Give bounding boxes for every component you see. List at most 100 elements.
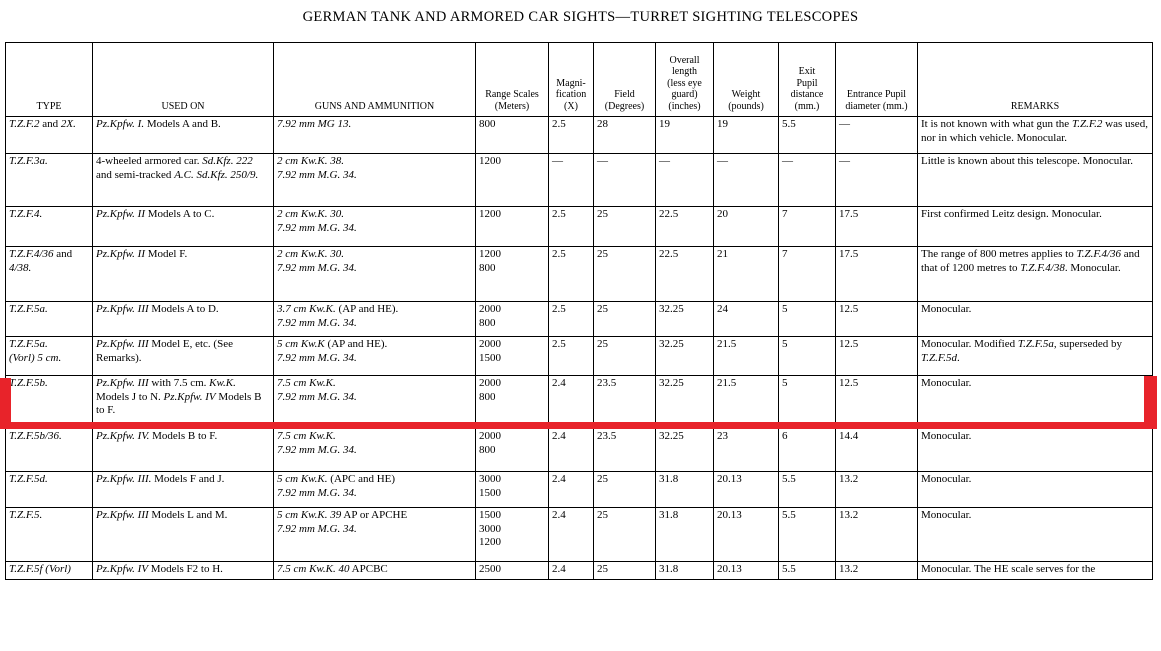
- cell-used_on: Pz.Kpfw. III. Models F and J.: [92, 471, 274, 508]
- cell-mag: 2.5: [548, 116, 594, 154]
- column-header-remarks: REMARKS: [917, 42, 1153, 117]
- table-row: T.Z.F.5a. Pz.Kpfw. III Models A to D. 3.7 …: [5, 301, 1153, 337]
- cell-used_on: Pz.Kpfw. III with 7.5 cm. Kw.K. Models J…: [92, 375, 274, 429]
- table-row: T.Z.F.3a. 4-wheeled armored car. Sd.Kfz. …: [5, 153, 1153, 207]
- cell-length: —: [655, 153, 714, 207]
- cell-length: 22.5: [655, 246, 714, 302]
- cell-mag: 2.5: [548, 206, 594, 247]
- cell-length: 32.25: [655, 375, 714, 429]
- cell-exit: 5.5: [778, 507, 836, 562]
- cell-length: 31.8: [655, 561, 714, 580]
- cell-remarks: Monocular.: [917, 507, 1153, 562]
- cell-entrance: 17.5: [835, 246, 918, 302]
- cell-field: 23.5: [593, 428, 656, 472]
- cell-remarks: It is not known with what gun the T.Z.F.…: [917, 116, 1153, 154]
- column-header-entrance: Entrance Pupil diameter (mm.): [835, 42, 918, 117]
- cell-type: T.Z.F.5b.: [5, 375, 93, 429]
- table-row: T.Z.F.4. Pz.Kpfw. II Models A to C. 2 cm K…: [5, 206, 1153, 247]
- cell-remarks: The range of 800 metres applies to T.Z.F…: [917, 246, 1153, 302]
- cell-field: 25: [593, 301, 656, 337]
- cell-type: T.Z.F.5a. (Vorl) 5 cm.: [5, 336, 93, 376]
- cell-mag: 2.5: [548, 246, 594, 302]
- table-row: T.Z.F.5f (Vorl) Pz.Kpfw. IV Models F2 to …: [5, 561, 1153, 580]
- cell-length: 31.8: [655, 507, 714, 562]
- table-body: T.Z.F.2 and 2X. Pz.Kpfw. I. Models A and …: [5, 116, 1153, 580]
- cell-range: 800: [475, 116, 549, 154]
- cell-used_on: Pz.Kpfw. IV. Models B to F.: [92, 428, 274, 472]
- table-row: T.Z.F.2 and 2X. Pz.Kpfw. I. Models A and …: [5, 116, 1153, 154]
- cell-guns: 2 cm Kw.K. 30. 7.92 mm M.G. 34.: [273, 246, 476, 302]
- cell-entrance: 14.4: [835, 428, 918, 472]
- cell-remarks: Monocular.: [917, 428, 1153, 472]
- cell-weight: 20: [713, 206, 779, 247]
- column-header-exit: Exit Pupil distance (mm.): [778, 42, 836, 117]
- cell-weight: 19: [713, 116, 779, 154]
- cell-field: 25: [593, 206, 656, 247]
- cell-length: 22.5: [655, 206, 714, 247]
- cell-mag: 2.4: [548, 375, 594, 429]
- cell-exit: 5.5: [778, 471, 836, 508]
- cell-exit: 5: [778, 375, 836, 429]
- cell-mag: 2.5: [548, 301, 594, 337]
- cell-remarks: Monocular. The HE scale serves for the: [917, 561, 1153, 580]
- cell-mag: 2.5: [548, 336, 594, 376]
- table-row: T.Z.F.5. Pz.Kpfw. III Models L and M. 5 cm…: [5, 507, 1153, 562]
- cell-mag: 2.4: [548, 471, 594, 508]
- cell-exit: —: [778, 153, 836, 207]
- cell-type: T.Z.F.5a.: [5, 301, 93, 337]
- cell-field: —: [593, 153, 656, 207]
- cell-field: 23.5: [593, 375, 656, 429]
- cell-length: 31.8: [655, 471, 714, 508]
- cell-entrance: 12.5: [835, 336, 918, 376]
- cell-weight: 21.5: [713, 336, 779, 376]
- cell-type: T.Z.F.5.: [5, 507, 93, 562]
- cell-mag: 2.4: [548, 561, 594, 580]
- table-row: T.Z.F.5a. (Vorl) 5 cm. Pz.Kpfw. III Model …: [5, 336, 1153, 376]
- cell-range: 1200: [475, 153, 549, 207]
- column-header-type: TYPE: [5, 42, 93, 117]
- cell-entrance: 12.5: [835, 375, 918, 429]
- table-row: T.Z.F.4/36 and 4/38. Pz.Kpfw. II Model F.…: [5, 246, 1153, 302]
- cell-entrance: —: [835, 153, 918, 207]
- cell-weight: 20.13: [713, 471, 779, 508]
- cell-field: 25: [593, 336, 656, 376]
- cell-weight: 21.5: [713, 375, 779, 429]
- cell-field: 28: [593, 116, 656, 154]
- cell-used_on: 4-wheeled armored car. Sd.Kfz. 222 and s…: [92, 153, 274, 207]
- cell-mag: 2.4: [548, 507, 594, 562]
- cell-weight: 21: [713, 246, 779, 302]
- cell-field: 25: [593, 561, 656, 580]
- cell-range: 1200 800: [475, 246, 549, 302]
- cell-entrance: 13.2: [835, 507, 918, 562]
- cell-range: 2000 1500: [475, 336, 549, 376]
- cell-entrance: 17.5: [835, 206, 918, 247]
- cell-range: 2000 800: [475, 375, 549, 429]
- cell-length: 32.25: [655, 336, 714, 376]
- cell-remarks: Little is known about this telescope. Mo…: [917, 153, 1153, 207]
- cell-exit: 6: [778, 428, 836, 472]
- cell-guns: 7.5 cm Kw.K. 7.92 mm M.G. 34.: [273, 375, 476, 429]
- cell-type: T.Z.F.4.: [5, 206, 93, 247]
- cell-entrance: 13.2: [835, 561, 918, 580]
- cell-exit: 5: [778, 336, 836, 376]
- cell-mag: —: [548, 153, 594, 207]
- document-page: GERMAN TANK AND ARMORED CAR SIGHTS—TURRE…: [0, 9, 1157, 580]
- cell-type: T.Z.F.3a.: [5, 153, 93, 207]
- cell-field: 25: [593, 507, 656, 562]
- cell-guns: 5 cm Kw.K. (APC and HE) 7.92 mm M.G. 34.: [273, 471, 476, 508]
- cell-used_on: Pz.Kpfw. III Model E, etc. (See Remarks)…: [92, 336, 274, 376]
- cell-used_on: Pz.Kpfw. II Model F.: [92, 246, 274, 302]
- column-header-guns: GUNS AND AMMUNITION: [273, 42, 476, 117]
- page-title: GERMAN TANK AND ARMORED CAR SIGHTS—TURRE…: [302, 9, 859, 25]
- cell-exit: 5.5: [778, 561, 836, 580]
- cell-used_on: Pz.Kpfw. III Models A to D.: [92, 301, 274, 337]
- cell-field: 25: [593, 246, 656, 302]
- cell-weight: —: [713, 153, 779, 207]
- table-row: T.Z.F.5d. Pz.Kpfw. III. Models F and J. 5 …: [5, 471, 1153, 508]
- cell-used_on: Pz.Kpfw. III Models L and M.: [92, 507, 274, 562]
- cell-entrance: —: [835, 116, 918, 154]
- cell-weight: 20.13: [713, 507, 779, 562]
- cell-weight: 23: [713, 428, 779, 472]
- cell-guns: 3.7 cm Kw.K. (AP and HE). 7.92 mm M.G. 34…: [273, 301, 476, 337]
- cell-exit: 5.5: [778, 116, 836, 154]
